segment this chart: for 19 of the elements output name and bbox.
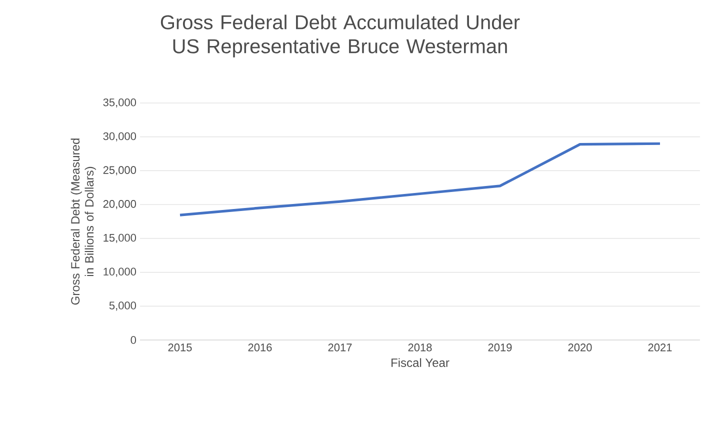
y-tick-label: 20,000 [103, 200, 136, 210]
x-tick-label: 2021 [648, 344, 672, 352]
line-series [178, 142, 662, 216]
y-tick-label: 30,000 [103, 132, 136, 142]
x-tick-label: 2016 [248, 344, 272, 352]
y-tick-label: 10,000 [104, 268, 136, 277]
x-axis-title: Fiscal Year [392, 358, 450, 367]
x-tick-label: 2015 [168, 344, 192, 352]
chart-title: Gross Federal Debt Accumulated Under US Representative Bruce Westerman [160, 14, 520, 58]
y-tick-label: 35,000 [103, 98, 136, 108]
x-tick-label: 2018 [408, 344, 432, 352]
y-tick-label: 5,000 [109, 302, 136, 311]
x-tick-label: 2019 [488, 344, 512, 352]
y-tick-label: 15,000 [104, 234, 136, 243]
y-axis-title: Gross Federal Debt (Measured in Billions of Dollars) [70, 138, 96, 305]
x-tick-label: 2017 [328, 344, 352, 352]
y-tick-label: 25,000 [103, 166, 136, 176]
y-tick-label: 0 [130, 336, 136, 344]
x-tick-label: 2020 [568, 344, 592, 352]
